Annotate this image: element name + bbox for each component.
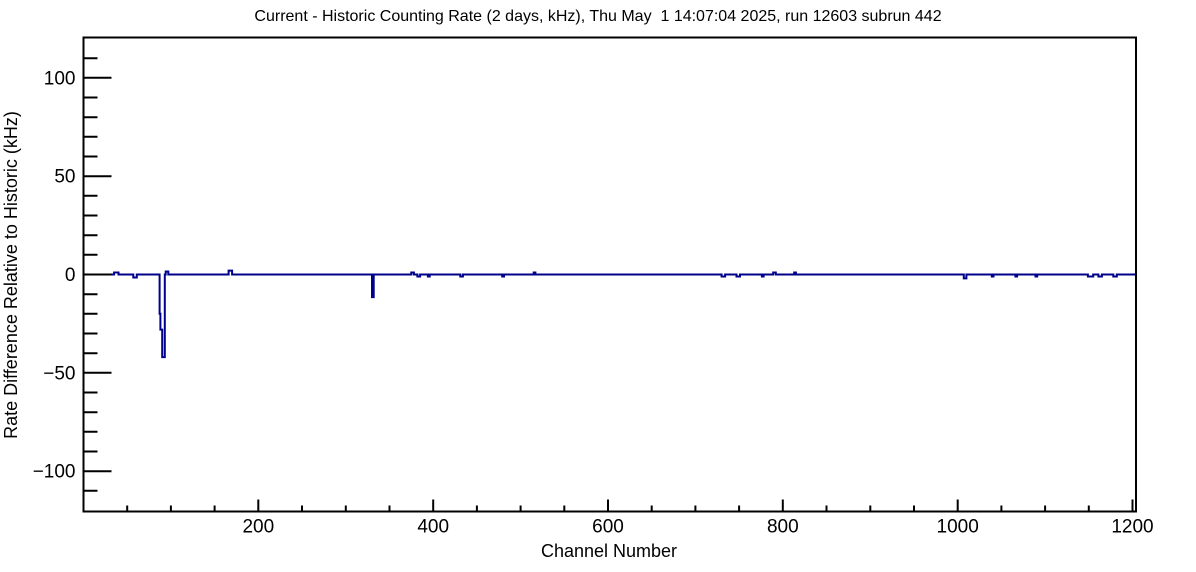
- x-tick-label: 400: [417, 517, 449, 538]
- y-tick-label: 100: [44, 68, 76, 89]
- chart-title: Current - Historic Counting Rate (2 days…: [254, 8, 941, 25]
- x-tick-label: 800: [767, 517, 799, 538]
- plot-frame: [82, 36, 1137, 513]
- histogram-line: [83, 269, 1136, 359]
- y-tick-label: 0: [65, 265, 76, 286]
- y-axis-title: Rate Difference Relative to Historic (kH…: [1, 111, 21, 439]
- plot-area: −100 −50 0 50 100 200 400 600 800 1000 1200: [33, 36, 1154, 538]
- axis-ticks: [83, 57, 1134, 512]
- x-tick-label: 200: [242, 517, 274, 538]
- y-tick-label: 50: [54, 167, 75, 188]
- x-tick-label: 600: [592, 517, 624, 538]
- y-tick-label: −100: [33, 462, 76, 483]
- y-tick-label: −50: [43, 363, 75, 384]
- x-axis-title: Channel Number: [541, 541, 677, 561]
- x-tick-label: 1200: [1111, 517, 1153, 538]
- x-tick-label: 1000: [937, 517, 979, 538]
